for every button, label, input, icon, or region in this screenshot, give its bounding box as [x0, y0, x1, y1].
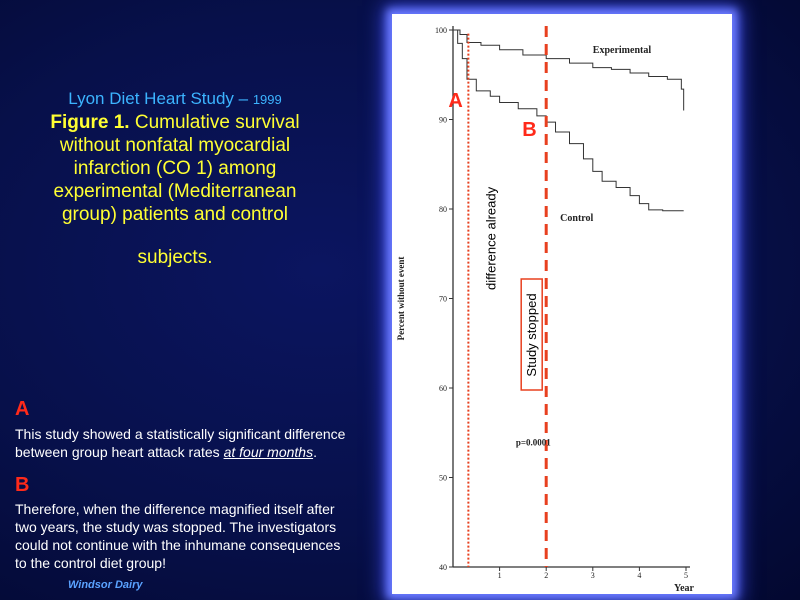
note-a-line: between group heart attack rates: [15, 444, 224, 460]
figure-caption-line: infarction (CO 1) among: [73, 158, 277, 179]
chart-panel: 40 50 60 70 80 90 100 1 2 3 4 5 Year Percent without …: [392, 14, 732, 594]
note-b-line: to the control diet group!: [15, 555, 166, 571]
footer-credit: Windsor Dairy: [68, 579, 143, 591]
note-a-emphasis: at four months: [223, 444, 314, 460]
series-line-control: [453, 29, 684, 212]
figure-caption-line: group) patients and control: [61, 204, 289, 225]
survival-chart: 40 50 60 70 80 90 100 1 2 3 4 5 Year Percent without …: [396, 26, 695, 594]
figure-caption-line: without nonfatal myocardial: [59, 135, 291, 156]
chart-axes: 40 50 60 70 80 90 100 1 2 3 4 5 Year Percent without …: [396, 26, 695, 594]
note-a-line: This study showed a statistically signif…: [15, 426, 346, 442]
study-year: 1999: [252, 92, 282, 107]
slide-heading: Lyon Diet Heart Study – 1999 Figure 1. C…: [20, 88, 330, 269]
marker-a-text: difference already: [483, 186, 498, 290]
figure-caption-line: Cumulative survival: [129, 112, 300, 133]
p-value-label: p=0.0001: [516, 437, 551, 447]
note-b-line: two years, the study was stopped. The in…: [15, 519, 337, 535]
x-tick-label: 1: [498, 571, 502, 580]
y-tick-label: 60: [439, 384, 447, 393]
figure-caption: Figure 1. Cumulative survival without no…: [20, 111, 330, 226]
y-tick-label: 90: [439, 116, 447, 125]
y-tick-label: 40: [439, 563, 447, 572]
y-tick-label: 50: [439, 474, 447, 483]
note-b-line: Therefore, when the difference magnified…: [15, 501, 335, 517]
note-b-text: Therefore, when the difference magnified…: [15, 500, 395, 572]
note-a-text: This study showed a statistically signif…: [15, 425, 395, 461]
marker-a-label: A: [448, 90, 462, 112]
study-title: Lyon Diet Heart Study – 1999: [20, 88, 330, 111]
figure-caption-line: experimental (Mediterranean: [53, 181, 297, 202]
x-tick-label: 4: [637, 571, 641, 580]
study-name: Lyon Diet Heart Study –: [68, 89, 253, 108]
figure-label: Figure 1.: [50, 112, 130, 133]
series-line-experimental: [453, 29, 685, 111]
series-label-control: Control: [560, 213, 593, 224]
marker-b-label: B: [522, 119, 536, 141]
y-tick-label: 100: [435, 26, 447, 35]
x-tick-label: 3: [591, 571, 595, 580]
note-a-letter: A: [15, 398, 30, 420]
note-b-line: could not continue with the inhumane con…: [15, 537, 341, 553]
y-tick-label: 80: [439, 205, 447, 214]
y-tick-label: 70: [439, 295, 447, 304]
x-tick-label: 2: [544, 571, 548, 580]
marker-b-text: Study stopped: [524, 293, 539, 376]
x-axis-label: Year: [674, 583, 695, 594]
y-axis-label: Percent without event: [396, 257, 406, 341]
x-tick-label: 5: [684, 571, 688, 580]
series-label-experimental: Experimental: [593, 45, 652, 56]
marker-b-box: [520, 278, 543, 391]
note-a-line-end: .: [313, 444, 317, 460]
chart-series: Experimental Control: [453, 29, 685, 224]
figure-caption-last: subjects.: [137, 247, 213, 268]
note-b-letter: B: [15, 474, 30, 496]
